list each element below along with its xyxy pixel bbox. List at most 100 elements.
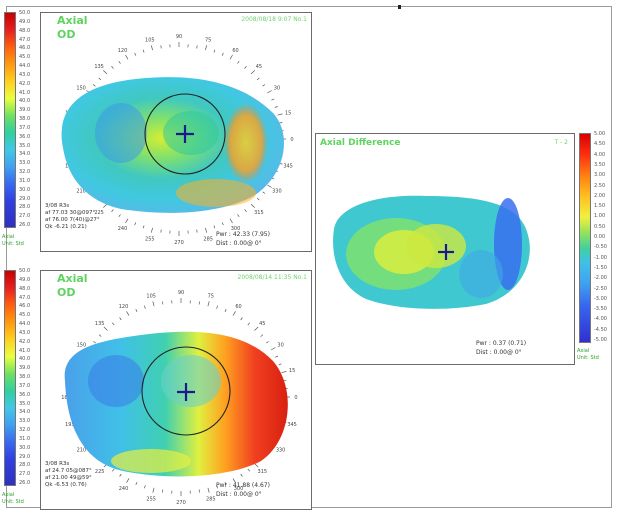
difference-title: Axial Difference: [320, 138, 401, 148]
dial-tick: [111, 65, 114, 69]
angle-label: 105: [146, 294, 156, 300]
dial-tick: [160, 45, 162, 49]
scale-value: 32.0: [19, 427, 31, 433]
dial-tick: [98, 334, 102, 337]
scale-value: 0.00: [594, 234, 606, 240]
dial-tick: [162, 301, 164, 305]
dial-tick: [103, 203, 108, 208]
angle-label: 270: [174, 240, 184, 246]
scale-value: 37.0: [19, 382, 31, 389]
scale-value: 29.0: [19, 195, 31, 202]
dial-tick: [135, 482, 138, 486]
angle-label: 300: [234, 486, 244, 492]
topography-map-top: 9010512013515016518019521022524025527028…: [61, 34, 293, 246]
dial-tick: [271, 98, 275, 101]
scale-value: 28.0: [19, 462, 31, 469]
dial-tick: [160, 229, 162, 233]
scale-value: 49.0: [19, 18, 31, 25]
dial-tick: [150, 45, 153, 51]
dial-tick: [111, 322, 115, 326]
scale-value: -2.00: [594, 275, 607, 282]
dial-tick: [205, 45, 208, 51]
angle-label: 75: [208, 294, 214, 300]
angle-label: 135: [95, 321, 105, 327]
dial-tick: [103, 70, 108, 75]
scale-value: 34.0: [19, 151, 31, 158]
scale-value: 41.0: [19, 347, 31, 354]
angle-label: 0: [294, 395, 297, 401]
dial-tick: [126, 311, 130, 316]
scale-value: -3.50: [594, 306, 607, 313]
scale-value: 45.0: [19, 312, 31, 319]
angle-label: 330: [276, 448, 286, 454]
angle-label: 210: [76, 189, 86, 195]
scale-value: 41.0: [19, 89, 31, 96]
scale-value: 40.0: [19, 98, 31, 105]
exam-date: 2008/08/14 11:35 No.1: [237, 274, 307, 281]
eye-label: OD: [57, 28, 76, 41]
topography-map-bottom: 9010512013515016518019521022524025527028…: [61, 290, 297, 506]
scale-value: 33.0: [19, 160, 31, 167]
angle-label: 300: [231, 226, 241, 232]
dial-tick: [119, 317, 122, 321]
dial-tick: [278, 363, 282, 366]
scale-value: -3.00: [594, 295, 607, 302]
angle-label: 195: [65, 422, 75, 428]
map-panel-bottom: Axial OD 2008/08/14 11:35 No.1 90 105 120 1…: [40, 270, 312, 510]
difference-map: [333, 195, 530, 309]
dial-tick: [232, 478, 236, 483]
dial-tick: [250, 203, 255, 208]
pupil-circle: [144, 93, 226, 175]
angle-label: 270: [176, 500, 186, 506]
scale-value: 36.0: [19, 391, 31, 398]
angle-label: 315: [254, 210, 264, 216]
scale-value: -0.50: [594, 244, 607, 251]
map-title: Axial: [57, 14, 88, 27]
angle-label: 345: [283, 164, 293, 170]
dial-tick: [254, 463, 259, 468]
scale-value: -5.00: [594, 337, 607, 343]
positive-zone-center: [406, 224, 466, 268]
dial-tick: [152, 487, 155, 493]
dial-tick: [213, 49, 216, 53]
scale-value: 38.0: [19, 374, 31, 380]
scale-value: 28.0: [19, 204, 31, 211]
steep-zone-lower: [176, 179, 256, 207]
scale-value: 35.0: [19, 142, 31, 149]
dial-tick: [265, 341, 269, 344]
dial-tick: [277, 113, 283, 116]
dial-tick: [281, 371, 287, 374]
power-readout: Pwr : 41.88 (4.67): [216, 482, 270, 489]
difference-panel: Axial Difference T - 2 Pwr : 0.37 (0.71)…: [315, 133, 575, 365]
map-panel-top: Axial OD 2008/08/18 9:07 No.1 90 105 120 13…: [40, 12, 312, 252]
dial-tick: [135, 308, 138, 312]
scale-value: -4.00: [594, 316, 607, 323]
angle-label: 150: [77, 343, 87, 349]
pupil-circle: [141, 346, 231, 436]
dial-tick: [152, 301, 155, 307]
dial-tick: [240, 317, 243, 321]
angle-label: 45: [256, 64, 262, 70]
distance-readout: Dist : 0.00@ 0°: [476, 349, 522, 356]
dial-tick: [262, 191, 266, 194]
angle-label: 45: [259, 321, 265, 327]
angle-label: 120: [118, 48, 128, 54]
scale-value: -2.50: [594, 285, 607, 292]
difference-label: T - 2: [554, 139, 568, 146]
dial-tick: [150, 227, 153, 233]
scale-value: 50.0: [19, 268, 31, 274]
dial-tick: [144, 305, 146, 309]
dial-tick: [198, 489, 200, 493]
dial-tick: [250, 70, 255, 75]
dial-tick: [247, 322, 251, 326]
keratometry-line: af 77.03 30@097°: [45, 210, 96, 216]
negative-zone-inner: [459, 250, 503, 298]
dial-tick: [125, 54, 129, 60]
scale-value: 42.0: [19, 80, 31, 87]
scale-value: 43.0: [19, 71, 31, 78]
dial-tick: [279, 122, 283, 124]
angle-label: 210: [77, 448, 87, 454]
scale-value: 3.00: [594, 172, 606, 179]
dial-tick: [118, 214, 121, 218]
scale-value: -1.50: [594, 264, 607, 271]
